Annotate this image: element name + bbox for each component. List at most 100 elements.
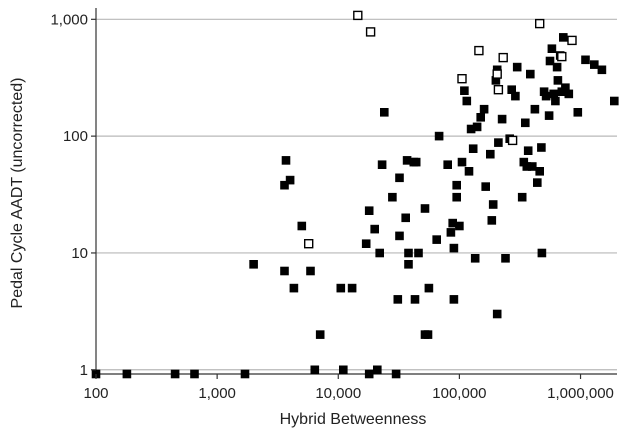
filled-square-point-87 <box>537 143 546 152</box>
filled-square-point-45 <box>432 235 442 244</box>
filled-square-point-24 <box>492 309 502 319</box>
open-square-point-7 <box>498 52 508 63</box>
x-tick-label-1: 1,000 <box>198 385 236 402</box>
filled-square-point-34 <box>379 108 389 117</box>
filled-square-point-71 <box>497 114 507 124</box>
filled-square-point-35 <box>388 192 397 202</box>
filled-square-point-1 <box>122 369 132 379</box>
y-tick-label-3: 1,000 <box>50 11 88 28</box>
filled-square-point-18 <box>306 266 315 276</box>
filled-square-point-17 <box>280 266 289 276</box>
filled-square-point-105 <box>589 60 599 69</box>
open-square-point-6 <box>493 84 504 95</box>
plot-frame <box>95 8 617 375</box>
open-square-point-4 <box>474 45 484 56</box>
filled-square-point-63 <box>479 104 489 114</box>
filled-square-point-2 <box>170 369 180 379</box>
filled-square-point-47 <box>443 160 453 169</box>
x-tick-label-0: 100 <box>83 385 108 402</box>
filled-square-point-38 <box>401 213 411 223</box>
filled-square-point-19 <box>249 259 258 269</box>
data-points <box>91 10 619 379</box>
filled-square-point-21 <box>393 295 403 304</box>
filled-square-point-15 <box>289 283 299 293</box>
filled-square-point-62 <box>476 113 486 122</box>
filled-square-point-37 <box>395 231 404 241</box>
filled-square-point-107 <box>609 96 619 106</box>
filled-square-point-82 <box>525 69 535 79</box>
filled-square-point-4 <box>240 369 250 379</box>
open-square-point-9 <box>535 18 545 29</box>
open-square-point-1 <box>365 27 376 37</box>
x-tick-label-2: 10,000 <box>315 385 361 402</box>
filled-square-point-8 <box>338 365 348 375</box>
open-square-point-3 <box>457 73 467 84</box>
open-square-point-0 <box>353 10 363 21</box>
filled-square-point-84 <box>530 104 540 114</box>
filled-square-point-26 <box>280 180 289 190</box>
x-tick-label-3: 100,000 <box>432 385 486 402</box>
open-square-point-10 <box>557 51 567 62</box>
filled-square-point-48 <box>446 228 456 237</box>
filled-square-point-85 <box>532 178 542 187</box>
filled-square-point-102 <box>564 89 574 99</box>
x-axis-title: Hybrid Betweenness <box>280 411 427 428</box>
filled-square-point-54 <box>457 157 467 167</box>
y-tick-label-0: 1 <box>80 362 88 379</box>
filled-square-point-40 <box>404 248 413 258</box>
filled-square-point-86 <box>535 167 545 176</box>
open-square-point-11 <box>567 35 577 46</box>
filled-square-point-43 <box>414 248 423 258</box>
filled-square-point-5 <box>364 369 374 379</box>
filled-square-point-46 <box>434 131 444 141</box>
filled-square-point-20 <box>404 259 413 269</box>
filled-square-point-76 <box>512 62 522 72</box>
filled-square-point-7 <box>310 365 320 375</box>
y-tick-label-1: 10 <box>71 245 88 262</box>
filled-square-point-9 <box>372 365 382 375</box>
filled-square-point-3 <box>190 369 199 379</box>
y-axis-title: Pedal Cycle AADT (uncorrected) <box>9 78 26 309</box>
filled-square-point-72 <box>501 254 510 263</box>
filled-square-point-31 <box>370 224 380 234</box>
filled-square-point-28 <box>285 175 295 185</box>
x-axis-ticks: 100 1,000 10,000 100,000 1,000,000 <box>83 374 614 402</box>
filled-square-point-6 <box>391 369 401 379</box>
open-square-point-8 <box>507 135 518 146</box>
filled-square-point-52 <box>452 180 462 190</box>
filled-square-point-81 <box>523 146 533 155</box>
filled-square-point-33 <box>377 160 387 169</box>
filled-square-point-66 <box>487 216 497 225</box>
filled-square-point-44 <box>420 204 430 213</box>
filled-square-point-13 <box>336 283 346 293</box>
x-tick-label-4: 1,000,000 <box>547 385 614 402</box>
filled-square-point-100 <box>558 33 568 42</box>
filled-square-point-70 <box>494 138 503 147</box>
filled-square-point-95 <box>551 96 560 106</box>
filled-square-point-67 <box>488 200 498 209</box>
filled-square-point-22 <box>410 295 420 304</box>
filled-square-point-75 <box>511 91 520 101</box>
filled-square-point-96 <box>552 62 562 72</box>
filled-square-point-93 <box>547 44 557 54</box>
filled-square-point-97 <box>553 76 563 85</box>
filled-square-point-55 <box>460 86 469 95</box>
filled-square-point-104 <box>581 55 590 65</box>
filled-square-point-10 <box>315 330 325 339</box>
filled-square-point-30 <box>364 206 374 215</box>
y-axis-ticks: 1 10 100 1,000 <box>50 11 96 379</box>
filled-square-point-79 <box>520 118 530 128</box>
filled-square-point-91 <box>544 111 554 120</box>
open-square-point-5 <box>492 69 502 79</box>
filled-square-point-65 <box>485 149 495 159</box>
filled-square-point-60 <box>470 254 480 263</box>
filled-square-point-50 <box>449 243 459 253</box>
filled-square-point-103 <box>573 108 583 117</box>
filled-square-point-12 <box>423 330 433 339</box>
filled-square-point-51 <box>452 192 462 202</box>
open-square-point-2 <box>304 238 314 249</box>
filled-square-point-88 <box>537 248 547 258</box>
filled-square-point-53 <box>455 221 464 231</box>
filled-square-point-23 <box>449 295 459 304</box>
